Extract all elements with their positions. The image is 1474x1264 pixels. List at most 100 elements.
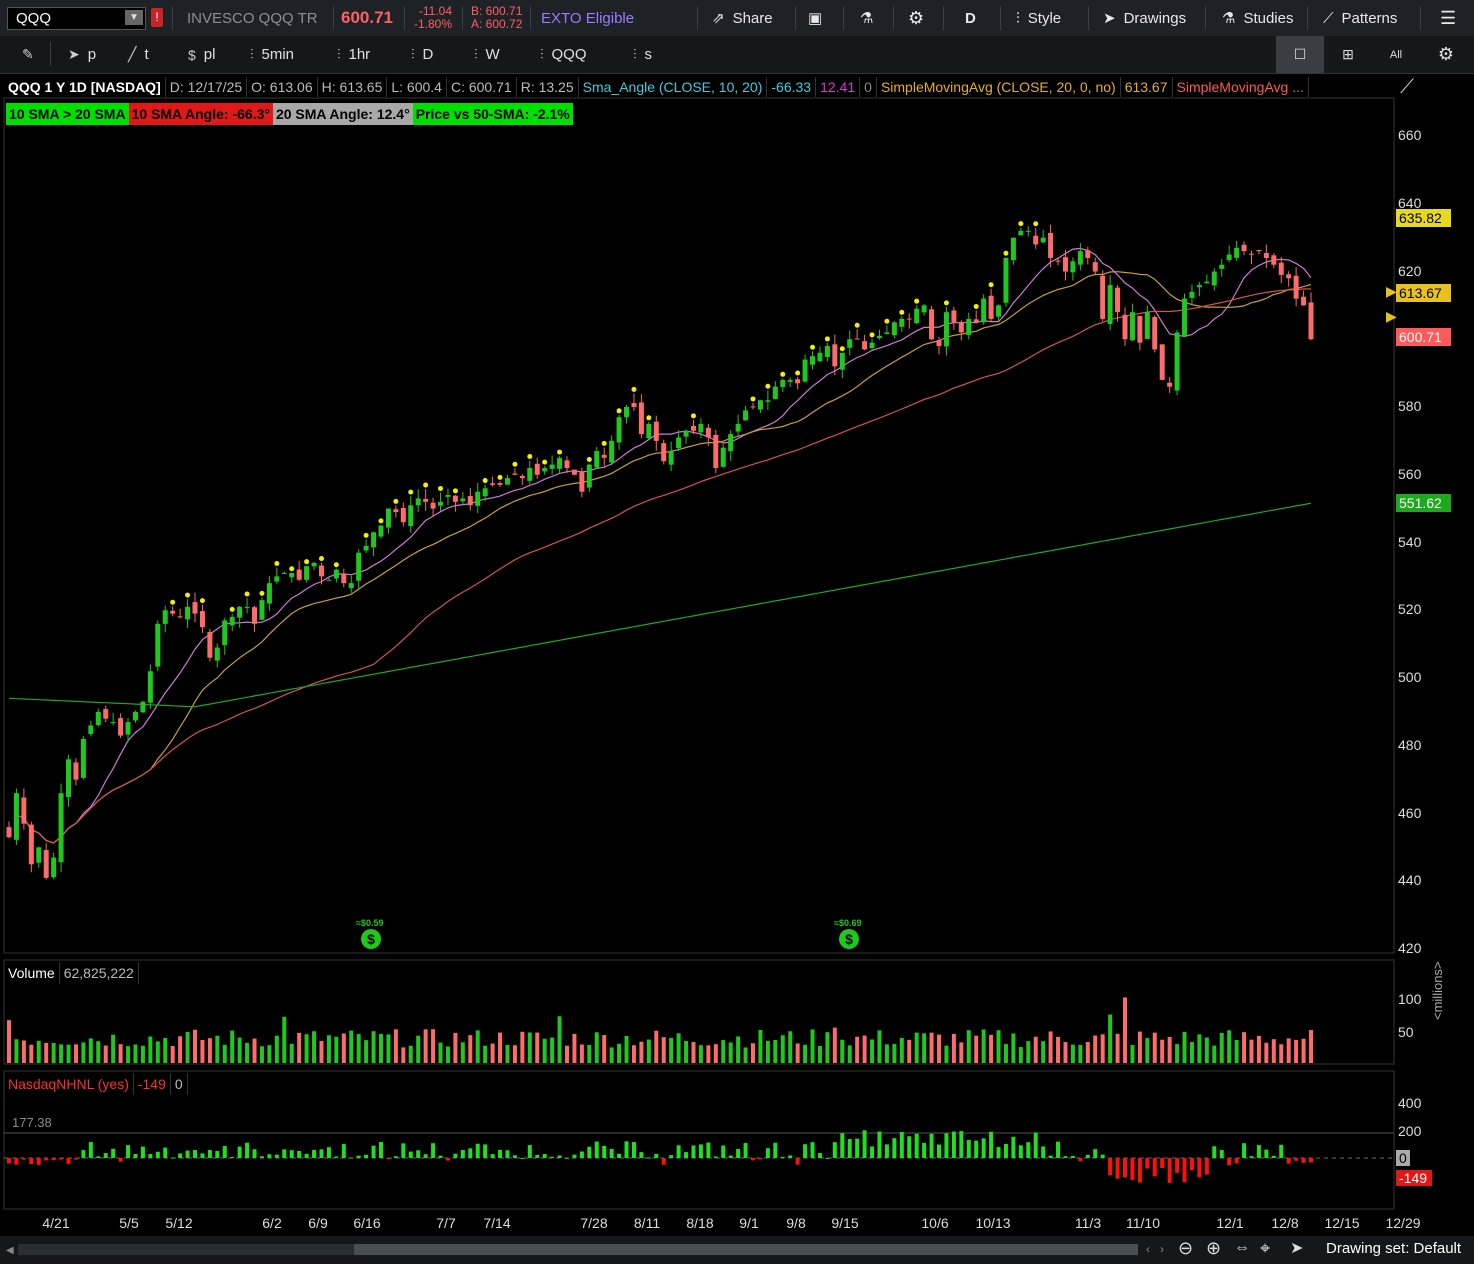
daily-button[interactable]: ⫶ D [411, 46, 434, 63]
price-level-tool[interactable]: $ pl [188, 46, 216, 63]
nhnl-bar [728, 1155, 733, 1158]
pointer-tool[interactable]: ➤ p [68, 46, 97, 63]
5min-button[interactable]: ⫶ 5min [250, 46, 295, 63]
nhnl-bar [51, 1158, 56, 1161]
patterns-button[interactable]: ⟋ Patterns [1323, 9, 1398, 27]
nhnl-bar [855, 1138, 860, 1158]
nhnl-bar [401, 1143, 406, 1158]
volume-bar [684, 1040, 689, 1063]
volume-bar [1011, 1033, 1016, 1063]
cursor-icon[interactable]: ➤ [1290, 1240, 1304, 1257]
crosshair-icon[interactable]: ⌖ [1260, 1238, 1271, 1258]
symbol-chart-button[interactable]: ⫶ QQQ [540, 46, 587, 63]
1hr-button[interactable]: ⫶ 1hr [337, 46, 371, 63]
pin-button[interactable]: ✎ [22, 36, 42, 73]
sma-angle-study[interactable]: Sma_Angle (CLOSE, 10, 20) [579, 77, 768, 97]
date-tick-label: 11/10 [1126, 1215, 1160, 1231]
symbol-input[interactable]: QQQ ▼ [7, 7, 146, 30]
candle-body [318, 565, 324, 577]
zoom-in-icon[interactable]: ⊕ [1206, 1238, 1222, 1258]
single-layout-button[interactable]: ☐ [1276, 36, 1324, 73]
sma20-study[interactable]: SimpleMovingAvg (CLOSE, 20, 0, no) [877, 77, 1121, 97]
nhnl-bar [1160, 1158, 1165, 1168]
candle-body [847, 339, 853, 348]
trendline-tool[interactable]: ╱ t [128, 46, 149, 63]
candle-body [1003, 257, 1009, 303]
drawing-set-label[interactable]: Drawing set: Default [1326, 1240, 1462, 1257]
nhnl-bar [1123, 1158, 1127, 1178]
nhnl-bar [66, 1158, 71, 1164]
date-tick-label: 6/2 [262, 1215, 282, 1231]
candle-body [490, 483, 496, 485]
candle-body [73, 762, 79, 780]
volume-bar [631, 1045, 636, 1063]
candle-body [631, 403, 637, 407]
menu-button[interactable]: ☰ [1440, 0, 1456, 36]
volume-bar [646, 1039, 651, 1063]
studies-button[interactable]: ⚗ Studies [1222, 9, 1294, 28]
volume-panel-border [3, 959, 1395, 1065]
zoom-out-icon[interactable]: ⊖ [1178, 1238, 1194, 1258]
candle-body [1234, 247, 1240, 258]
nhnl-label[interactable]: NasdaqNHNL (yes) [4, 1073, 134, 1095]
scroll-track[interactable] [18, 1244, 1138, 1255]
alert-flag-icon[interactable]: ! [151, 8, 163, 27]
volume-bar [1242, 1032, 1247, 1063]
nhnl-bar [1256, 1145, 1261, 1158]
nhnl-bar [803, 1144, 808, 1158]
nhnl-bar [445, 1158, 450, 1161]
candle-body [192, 602, 198, 614]
dividend-icon[interactable]: $ [839, 929, 859, 949]
bid-price: B: 600.71 [471, 4, 523, 18]
cursor-icon: ➤ [1103, 10, 1116, 27]
candle-body [170, 610, 176, 614]
nhnl-bar [498, 1149, 503, 1158]
sma50-study[interactable]: SimpleMovingAvg ... [1173, 77, 1309, 97]
notes-button[interactable]: ▣ [808, 0, 822, 36]
all-layout-button[interactable]: All [1389, 48, 1403, 61]
nhnl-value: -149 [134, 1073, 171, 1095]
volume-bar [877, 1030, 882, 1063]
candle-body [713, 435, 719, 468]
scroll-left-icon[interactable]: ‹ [1146, 1242, 1150, 1256]
drawings-button[interactable]: ➤ Drawings [1103, 9, 1187, 28]
chart-type-icon[interactable]: ⟋ [1400, 76, 1414, 98]
exto-badge[interactable]: EXTO Eligible [541, 9, 635, 27]
volume-bar [498, 1032, 503, 1063]
scroll-right-icon[interactable]: › [1160, 1242, 1164, 1256]
settings-button[interactable]: ⚙ [908, 0, 924, 36]
nhnl-zero-marker: 0 [1396, 1150, 1410, 1166]
chevron-down-icon[interactable]: ▼ [125, 10, 143, 25]
expand-icon[interactable]: ⇔ [1234, 1239, 1250, 1256]
nhnl-bar [884, 1144, 889, 1158]
scroll-thumb[interactable] [354, 1244, 1138, 1255]
candle-body [765, 400, 771, 402]
chart-settings-button[interactable]: ⚙ [1422, 36, 1470, 73]
nhnl-bar [1294, 1158, 1299, 1161]
aggregation-button[interactable]: D [965, 9, 976, 27]
volume-bar [1100, 1034, 1105, 1063]
nhnl-bar [639, 1152, 644, 1158]
volume-bar [1219, 1033, 1224, 1063]
dividend-icon[interactable]: $ [361, 929, 381, 949]
nhnl-bar [111, 1148, 116, 1158]
grid-layout-button[interactable]: ⊞ [1324, 36, 1372, 73]
weekly-button[interactable]: ⫶ W [474, 46, 500, 63]
scroll-left-icon[interactable]: ◀ [6, 1245, 14, 1256]
volume-bar [587, 1045, 592, 1063]
volume-label[interactable]: Volume [4, 962, 60, 984]
candle-body [207, 632, 213, 658]
volume-bar [7, 1020, 11, 1063]
s-button[interactable]: ⫶ s [633, 46, 652, 63]
nhnl-bar [535, 1154, 540, 1158]
volume-bar [118, 1044, 123, 1063]
style-button[interactable]: ⫶ Style [1016, 9, 1062, 27]
volume-bar [751, 1043, 755, 1063]
candle-body [929, 309, 935, 340]
flask-button[interactable]: ⚗ [860, 0, 873, 36]
nhnl-bar [341, 1144, 346, 1158]
volume-bar [155, 1041, 160, 1063]
date-tick-label: 5/5 [119, 1215, 139, 1231]
share-button[interactable]: ⇗ Share [712, 9, 773, 28]
